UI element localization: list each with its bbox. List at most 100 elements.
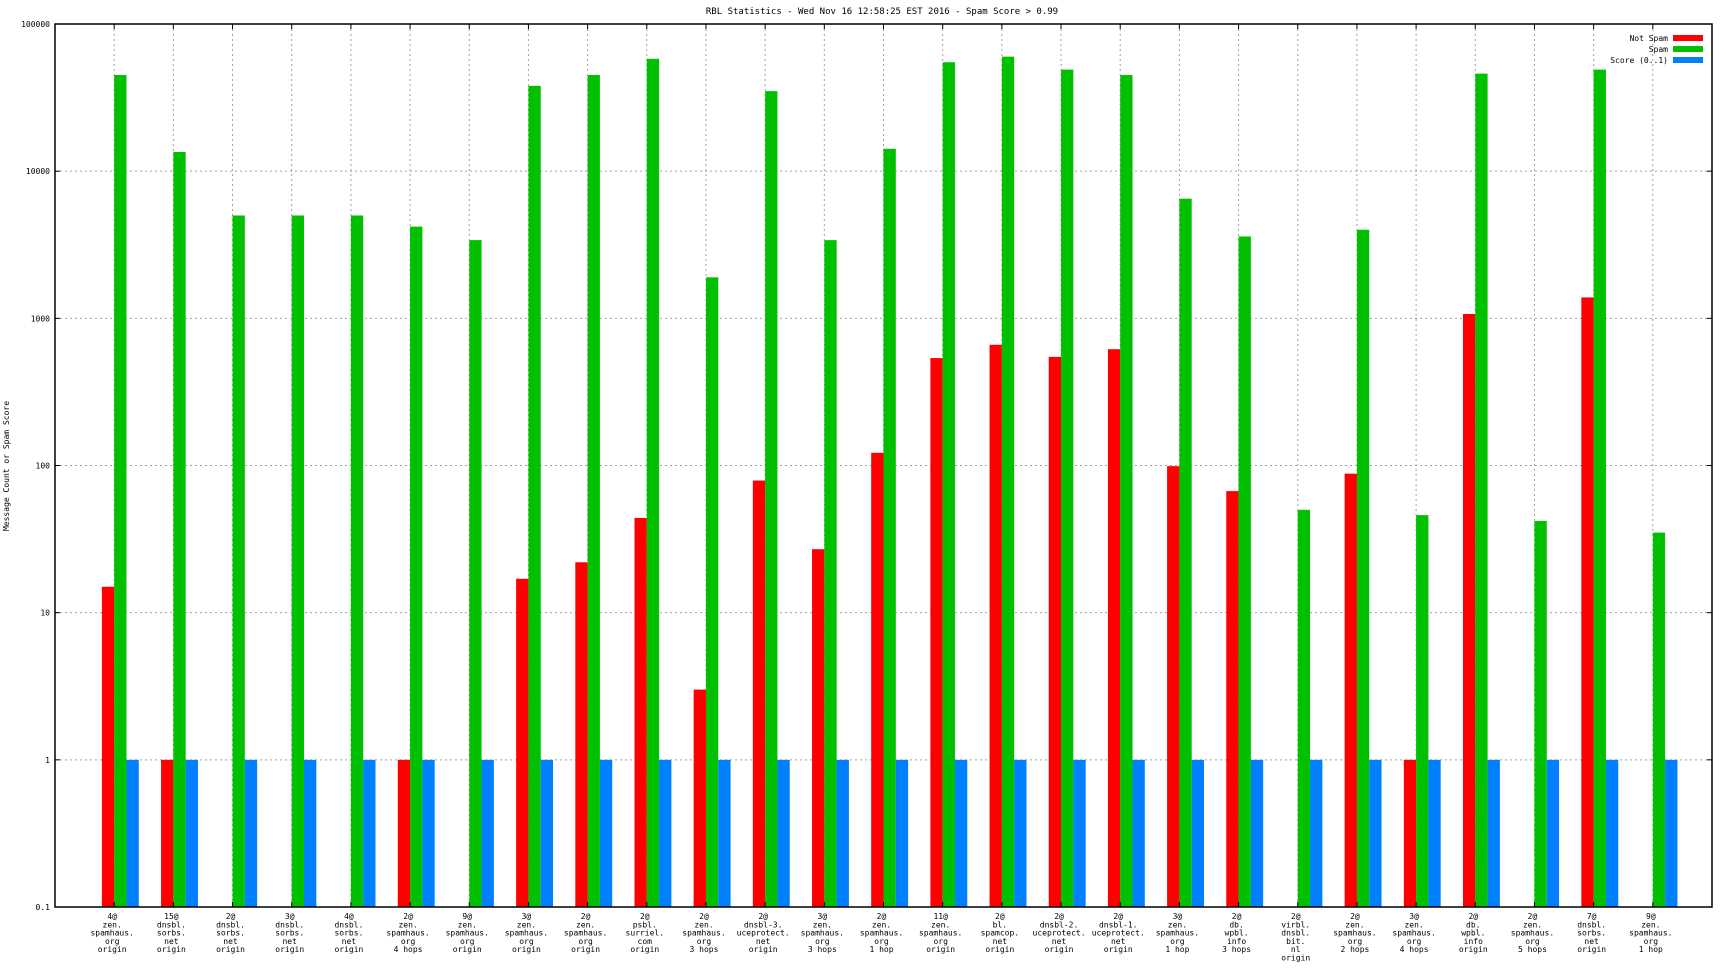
bar-spam <box>942 62 955 907</box>
x-tick-label-line: zen. <box>1404 920 1423 929</box>
x-tick-label-line: origin <box>1459 945 1488 954</box>
x-tick-label-line: 2 hops <box>1340 945 1369 954</box>
bar-score-0-1 <box>836 759 849 907</box>
x-tick-label-line: zen. <box>1641 920 1660 929</box>
x-tick-labels: 4@zen.spamhaus.orgorigin15@dnsbl.sorbs.n… <box>90 912 1672 963</box>
x-tick-label-line: org <box>519 937 534 946</box>
x-tick-label-line: 7@ <box>1587 912 1597 921</box>
bar-score-0-1 <box>304 759 317 907</box>
x-tick-label-line: 9@ <box>1646 912 1656 921</box>
x-tick-label-line: 4@ <box>107 912 117 921</box>
x-tick-label-line: org <box>578 937 593 946</box>
bar-not-spam <box>1403 759 1417 907</box>
x-tick-label-line: org <box>874 937 889 946</box>
legend-label: Score (0..1) <box>1610 56 1668 65</box>
legend: Not Spam Spam Score (0..1) <box>1610 34 1703 65</box>
x-tick-label-line: sorbs. <box>275 929 304 938</box>
x-tick-label-line: 3 hops <box>1222 945 1251 954</box>
x-tick-label-line: net <box>1584 937 1599 946</box>
bar-score-0-1 <box>185 759 198 907</box>
x-tick-label-line: dnsbl. <box>216 920 245 929</box>
bar-spam <box>350 215 364 907</box>
x-tick-label-line: 2@ <box>1232 912 1242 921</box>
x-tick-label-line: 1 hop <box>1165 945 1189 954</box>
x-tick-label-line: zen. <box>458 920 477 929</box>
x-tick-label-line: db. <box>1229 920 1243 929</box>
bar-spam <box>824 240 837 907</box>
x-tick-label-line: 2@ <box>1350 912 1360 921</box>
bar-score-0-1 <box>1191 759 1204 907</box>
x-tick-label-line: org <box>401 937 416 946</box>
x-tick-label-line: 2@ <box>403 912 413 921</box>
x-tick-label-line: org <box>1170 937 1185 946</box>
bar-score-0-1 <box>777 759 790 907</box>
x-tick-label-line: origin <box>1281 954 1310 963</box>
x-tick-label-line: origin <box>926 945 955 954</box>
x-tick-label-line: dnsbl. <box>1281 929 1310 938</box>
bar-score-0-1 <box>599 759 613 907</box>
x-tick-label-line: 2@ <box>1468 912 1478 921</box>
axis-ticks <box>55 23 1712 908</box>
legend-label: Not Spam <box>1629 34 1668 43</box>
bar-spam <box>528 85 541 907</box>
x-tick-label-line: org <box>1348 937 1363 946</box>
x-tick-label-line: org <box>1525 937 1540 946</box>
bar-spam <box>1652 532 1666 907</box>
x-tick-label-line: spamhaus. <box>860 929 903 938</box>
x-tick-label-line: org <box>460 937 475 946</box>
x-tick-label-line: virbl. <box>1281 920 1310 929</box>
x-tick-label-line: zen. <box>931 920 950 929</box>
x-tick-label-line: bl. <box>993 920 1007 929</box>
x-tick-label-line: wpbl. <box>1225 929 1249 938</box>
bar-not-spam <box>752 480 766 907</box>
bar-spam <box>173 151 186 907</box>
bar-not-spam <box>1462 314 1476 907</box>
bar-spam <box>705 277 719 908</box>
x-tick-label-line: spamhaus. <box>446 929 489 938</box>
x-tick-label-line: origin <box>216 945 245 954</box>
bar-score-0-1 <box>1073 759 1086 907</box>
bar-score-0-1 <box>1428 759 1441 907</box>
bar-score-0-1 <box>1250 759 1264 907</box>
x-tick-label-line: 5 hops <box>1518 945 1547 954</box>
x-tick-label-line: dnsbl. <box>157 920 186 929</box>
x-tick-label-line: 2@ <box>640 912 650 921</box>
bar-spam <box>291 215 305 907</box>
x-tick-label-line: 2@ <box>758 912 768 921</box>
bar-spam <box>410 226 423 907</box>
x-tick-label-line: spamhaus. <box>1392 929 1435 938</box>
bar-not-spam <box>101 586 115 907</box>
x-tick-label-line: dnsbl. <box>334 920 363 929</box>
y-tick-label: 0.1 <box>36 903 51 912</box>
x-tick-label-line: dnsbl-2. <box>1040 920 1079 929</box>
x-tick-label-line: sorbs. <box>157 929 186 938</box>
bar-spam <box>765 91 778 908</box>
bars <box>101 56 1678 908</box>
bar-spam <box>1416 515 1429 907</box>
x-tick-label-line: uceprotect. <box>1092 929 1145 938</box>
bar-score-0-1 <box>895 759 909 907</box>
x-tick-label-line: bit. <box>1286 937 1305 946</box>
y-tick-label: 100000 <box>21 20 50 29</box>
x-tick-label-line: info <box>1227 937 1246 946</box>
bar-not-spam <box>516 578 529 907</box>
bar-not-spam <box>397 759 411 907</box>
bar-spam <box>469 240 482 907</box>
x-tick-label-line: 3 hops <box>808 945 837 954</box>
x-tick-label-line: 3@ <box>522 912 532 921</box>
x-tick-label-line: zen. <box>103 920 122 929</box>
y-tick-label: 10000 <box>26 167 50 176</box>
x-tick-label-line: spamhaus. <box>1629 929 1672 938</box>
x-tick-label-line: origin <box>1045 945 1074 954</box>
x-tick-label-line: dnsbl. <box>1577 920 1606 929</box>
